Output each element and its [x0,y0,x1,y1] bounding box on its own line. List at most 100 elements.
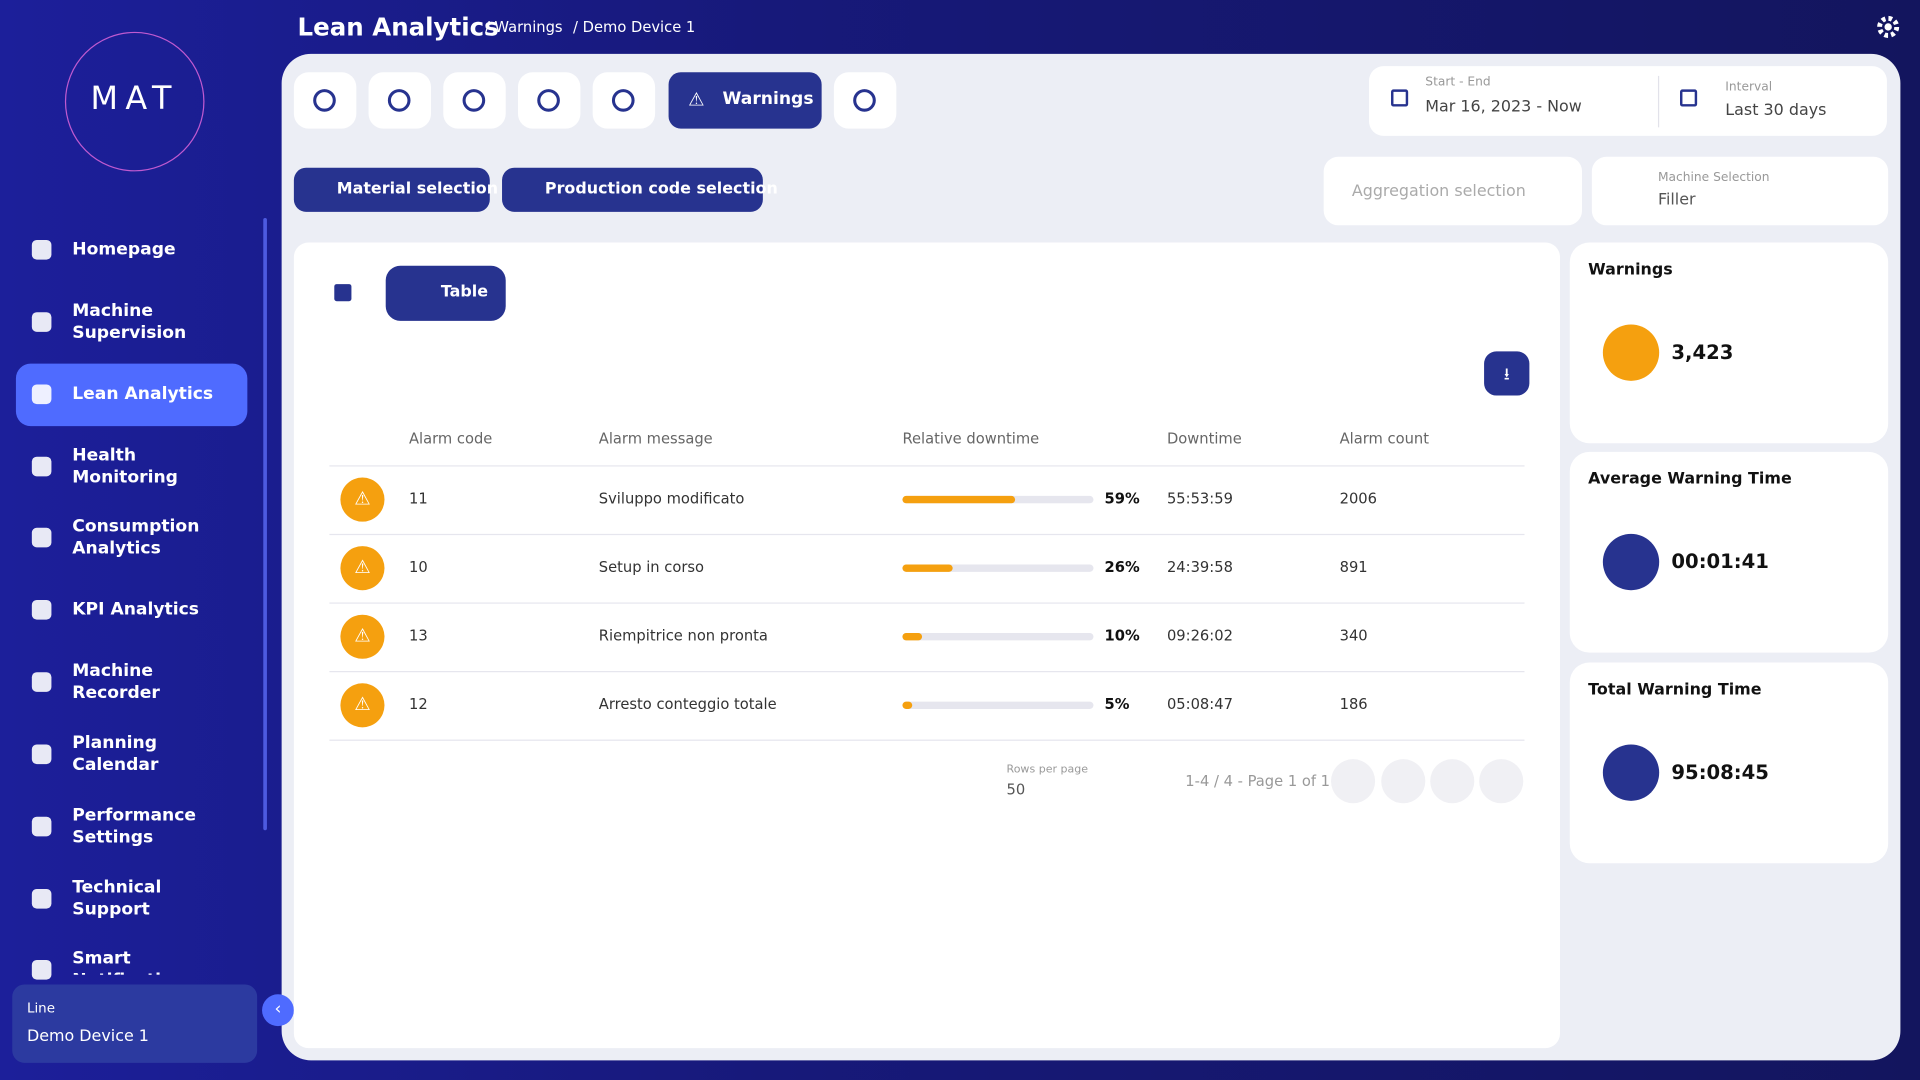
calendar-icon [1391,89,1409,107]
bar-track [902,564,1094,572]
breadcrumb: / Demo Device 1 [573,18,696,36]
bar-fill [902,633,922,641]
relative-label: 10% [1104,626,1140,645]
nav-item[interactable]: Technical Support [72,877,162,920]
toolbar-button[interactable] [368,72,432,129]
interval-value[interactable]: Last 30 days [1725,101,1827,121]
machine-select[interactable] [1591,156,1889,226]
bar-fill [902,564,953,572]
alarm-message: Arresto conteggio totale [598,695,777,713]
warning-badge: ⚠ [340,477,385,522]
alarm-message: Setup in corso [598,558,705,576]
icon [611,89,635,112]
bar-track [902,633,1094,641]
download-button[interactable]: ⭳ [1484,351,1530,396]
nav-item[interactable]: Smart Notifications [72,948,195,975]
alarm-message: Sviluppo modificato [598,489,745,507]
column-header: Alarm count [1339,429,1429,447]
nav-item[interactable]: Performance Settings [72,805,197,848]
icon [387,89,411,112]
row-separator [329,533,1525,536]
machine-value: Filler [1657,191,1696,210]
table-card [293,242,1561,1049]
kpi-value: 95:08:45 [1671,760,1769,784]
date-panel [1368,66,1887,136]
rows-value[interactable]: 50 [1006,781,1026,799]
breadcrumb: / Warnings [484,18,563,36]
kpi-icon [1602,324,1660,381]
warning-badge: ⚠ [340,614,385,659]
settings-icon[interactable] [1876,15,1900,39]
nav-item[interactable]: KPI Analytics [72,600,199,620]
page-info: 1-4 / 4 - Page 1 of 1 [1185,772,1331,790]
table-tab[interactable]: Table [385,265,506,321]
nav-item[interactable]: Homepage [72,240,176,260]
page-button[interactable] [1331,759,1376,804]
nav-item[interactable]: Health Monitoring [72,445,178,488]
nav-icon [31,312,52,332]
alarm-code: 13 [408,626,428,645]
kpi-title: Average Warning Time [1588,470,1792,489]
column-header: Downtime [1166,429,1242,447]
toolbar-button[interactable] [833,72,897,129]
relative-label: 59% [1104,489,1140,507]
column-header: Alarm message [598,429,713,447]
machine-label: Machine Selection [1657,171,1770,185]
nav-icon [31,744,52,765]
nav-item[interactable]: Consumption Analytics [72,516,200,559]
relative-label: 5% [1104,695,1130,713]
date-value[interactable]: Mar 16, 2023 - Now [1425,97,1582,117]
page-button[interactable] [1381,759,1426,804]
downtime: 05:08:47 [1166,695,1233,713]
alarm-message: Riempitrice non pronta [598,626,768,645]
logo-text: MAT [90,80,179,118]
nav-icon [31,240,52,260]
nav-icon [31,960,52,980]
toolbar-button[interactable] [592,72,656,129]
kpi-value: 3,423 [1671,340,1734,364]
icon [462,89,486,112]
production-button[interactable]: Production code selection [502,167,778,212]
kpi-value: 00:01:41 [1671,549,1769,574]
nav-item[interactable]: Machine Recorder [72,661,160,703]
line-box[interactable] [12,984,258,1063]
warning-badge: ⚠ [340,546,385,591]
nav-icon [31,600,52,620]
row-separator [329,671,1525,673]
nav-icon [31,527,52,548]
line-label: Line [26,1000,56,1017]
bar-track [902,701,1094,709]
warning-icon: ⚠ [688,88,705,111]
icon [537,89,560,112]
toolbar-button[interactable] [443,72,506,129]
material-button[interactable]: Material selection [293,167,498,212]
nav-item[interactable]: Lean Analytics [72,384,214,405]
page-button[interactable] [1479,759,1524,804]
page-button[interactable] [1430,759,1475,804]
column-header[interactable]: Relative downtime [902,429,1040,447]
row-separator [329,602,1525,604]
aggregation-select[interactable]: Aggregation selection [1323,156,1583,226]
calendar-icon [1680,89,1698,107]
interval-label: Interval [1725,80,1773,95]
toolbar-button[interactable] [517,72,581,129]
active-nav-bg [15,363,248,427]
chart-tab[interactable] [334,284,352,302]
toolbar-button[interactable] [293,72,357,129]
nav-icon [31,384,52,405]
icon [313,89,336,112]
row-separator [329,739,1525,741]
icon [853,89,876,112]
nav-icon [31,816,52,837]
collapse-button[interactable]: ‹ [262,994,294,1027]
alarm-count: 186 [1339,695,1368,713]
date-label: Start - End [1425,75,1491,90]
nav-item[interactable]: Machine Supervision [72,301,187,343]
downtime: 55:53:59 [1166,489,1233,507]
alarm-count: 2006 [1339,489,1377,507]
toolbar-warnings[interactable]: Warnings [668,72,822,129]
logo [64,31,205,172]
nav-icon [31,888,52,909]
nav-item[interactable]: Planning Calendar [72,733,159,776]
rows-label: Rows per page [1006,764,1089,777]
